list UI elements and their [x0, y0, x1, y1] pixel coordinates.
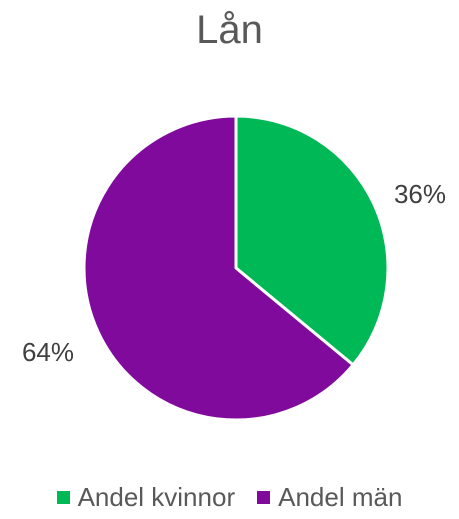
data-label-andel-m-n: 64% [22, 337, 74, 367]
legend-item-andel-kvinnor: Andel kvinnor [56, 482, 236, 513]
data-label-andel-kvinnor: 36% [394, 179, 446, 209]
pie-slice-andel-kvinnor [234, 114, 390, 367]
legend-label-andel-man: Andel män [278, 482, 403, 512]
legend-swatch-andel-man [257, 491, 271, 504]
legend-item-andel-man: Andel män [257, 482, 402, 513]
legend-label-andel-kvinnor: Andel kvinnor [77, 482, 236, 512]
chart-title: Lån [196, 8, 263, 52]
legend: Andel kvinnor Andel män [0, 482, 459, 513]
pie-slice-andel-m-n [82, 114, 355, 422]
legend-swatch-andel-kvinnor [56, 491, 70, 504]
